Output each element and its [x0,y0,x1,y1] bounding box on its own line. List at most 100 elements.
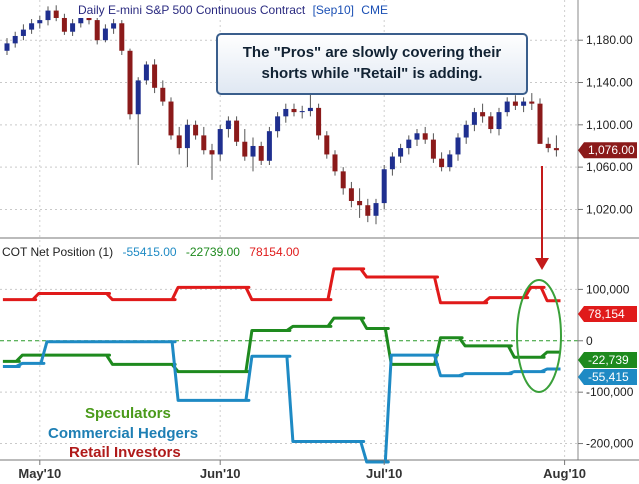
candle-body [463,124,469,138]
candle-body [340,171,346,189]
candle-body [168,101,174,136]
chart-title: Daily E-mini S&P 500 Continuous Contract [78,3,306,17]
contract-label: [Sep10] [313,3,354,17]
legend-retail-investors: Retail Investors [69,444,181,461]
candle-body [45,10,51,21]
candle-body [250,145,256,157]
candle-body [439,158,445,168]
series-line-commercial-hedgers [2,340,561,464]
candle-body [217,129,223,155]
candle-body [414,133,420,140]
candle-body [225,120,231,130]
candle-body [373,203,379,216]
series-line-speculators [2,316,561,374]
cot-lines [2,267,561,464]
legend-speculators: Speculators [85,405,171,422]
callout-line-2: shorts while "Retail" is adding. [262,65,483,82]
candle-body [389,156,395,170]
cot-reading-hedgers: -55415.00 [123,245,177,259]
cot-tick-label: 0 [586,334,593,348]
x-axis: May'10 Jun'10 Jul'10 Aug'10 [18,460,586,481]
candle-body [381,169,387,204]
candle-body [496,112,502,130]
candle-body [430,139,436,159]
candle-body [20,29,26,36]
series-line-retail-investors [2,267,561,305]
cot-tick-label: 100,000 [586,282,630,296]
cot-last-label: 78,154 [588,307,625,321]
candle-body [553,148,559,151]
candle-body [29,23,35,30]
cot-last-badge [578,352,637,368]
candle-body [53,10,59,18]
candle-body [152,64,158,88]
candle-body [348,188,354,201]
candle-body [365,205,371,216]
candle-body [184,124,190,149]
candle-body [61,17,67,32]
candle-body [242,141,248,157]
candle-body [357,200,363,206]
candle-body [258,145,264,161]
candle-body [455,137,461,155]
cot-last-label: -22,739 [588,353,629,367]
x-tick-label: Jun'10 [200,466,241,481]
candle-body [291,108,297,113]
cot-title: COT Net Position (1) [2,245,113,259]
cot-tick-label: -200,000 [586,437,634,451]
cot-header: COT Net Position (1) -55415.00 -22739.00… [2,245,300,259]
arrow-head [535,258,549,270]
cot-last-badge [578,306,637,322]
candle-body [234,120,240,142]
candle-body [447,154,453,168]
candle-body [4,43,10,51]
cot-tick-label: -100,000 [586,385,634,399]
candle-body [324,135,330,155]
price-tick-label: 1,180.00 [586,33,633,47]
candle-body [299,111,305,113]
candle-body [127,50,133,115]
price-tick-label: 1,100.00 [586,118,633,132]
candle-body [135,80,141,115]
price-tick-label: 1,020.00 [586,202,633,216]
candle-body [480,112,486,117]
candle-body [283,108,289,117]
candle-body [537,103,543,144]
price-tick-label: 1,060.00 [586,160,633,174]
candle-body [529,101,535,104]
candle-body [193,124,199,136]
candle-body [545,143,551,149]
cot-last-label: -55,415 [588,370,629,384]
candle-body [406,139,412,149]
exchange-label: CME [361,3,388,17]
last-price-badge [578,142,637,159]
candle-body [201,135,207,151]
candle-body [422,133,428,140]
candle-body [111,23,117,29]
x-tick-label: May'10 [18,466,61,481]
candle-body [512,101,518,106]
price-axis: 1,020.00 1,060.00 1,100.00 1,140.00 1,180.00… [578,33,637,216]
cot-axis: -200,000 -100,000 0 100,000 78,154 -22,739 -55… [578,282,637,451]
price-tick-label: 1,140.00 [586,76,633,90]
candle-body [521,101,527,106]
candle-body [102,28,108,41]
candle-body [12,35,18,44]
candle-body [119,23,125,51]
cot-reading-retail: 78154.00 [249,245,299,259]
callout-box [216,33,528,95]
candle-body [504,101,510,113]
cot-plot-area [0,238,578,460]
candle-body [266,131,272,161]
candle-body [488,116,494,130]
candle-body [307,107,313,112]
candle-body [209,150,215,155]
candle-body [143,64,149,81]
candle-body [471,112,477,125]
title-line: Daily E-mini S&P 500 Continuous Contract… [78,3,388,17]
x-tick-label: Aug'10 [543,466,586,481]
highlight-ellipse [516,279,562,393]
candle-body [332,154,338,172]
legend-commercial-hedgers: Commercial Hedgers [48,425,198,442]
